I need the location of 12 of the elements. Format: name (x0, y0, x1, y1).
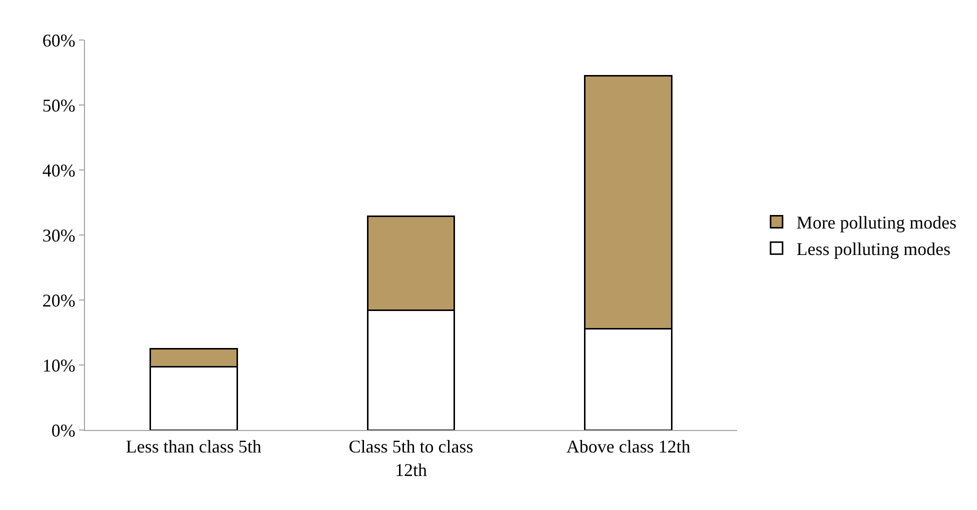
x-tick-label: Class 5th to class 12th (348, 436, 474, 480)
x-tick-label: Above class 12th (566, 436, 690, 457)
y-tick-label: 30% (42, 225, 76, 246)
y-tick-label: 0% (51, 420, 76, 440)
y-tick-label: 60% (42, 30, 76, 50)
y-tick-label: 40% (42, 160, 76, 180)
y-tick-label: 20% (42, 290, 76, 310)
x-tick-label: Less than class 5th (126, 436, 262, 457)
legend-label: More polluting modes (796, 212, 957, 233)
y-tick-label: 10% (42, 355, 76, 376)
y-tick-label: 50% (42, 95, 76, 116)
legend-label: Less polluting modes (796, 239, 951, 260)
